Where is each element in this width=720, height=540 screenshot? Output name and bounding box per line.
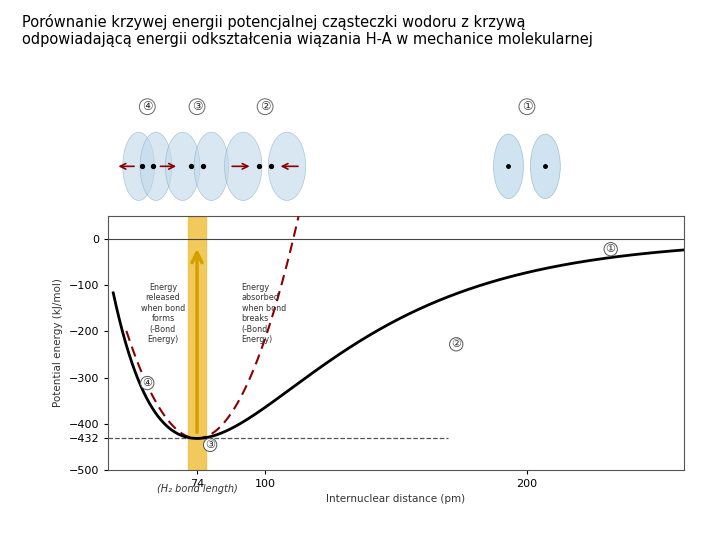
Text: ④: ④ — [142, 100, 153, 113]
Ellipse shape — [493, 134, 523, 199]
Text: Porównanie krzywej energii potencjalnej cząsteczki wodoru z krzywą
odpowiadającą: Porównanie krzywej energii potencjalnej … — [22, 14, 593, 47]
Text: Energy
absorbed
when bond
breaks
(-Bond
Energy): Energy absorbed when bond breaks (-Bond … — [241, 283, 286, 344]
Text: ④: ④ — [143, 378, 152, 388]
Ellipse shape — [123, 132, 155, 200]
Text: ②: ② — [260, 100, 270, 113]
Text: ③: ③ — [205, 440, 215, 450]
Text: (H₂ bond length): (H₂ bond length) — [157, 484, 238, 494]
Ellipse shape — [531, 134, 560, 199]
Ellipse shape — [269, 132, 306, 200]
X-axis label: Internuclear distance (pm): Internuclear distance (pm) — [326, 495, 466, 504]
Ellipse shape — [166, 132, 200, 200]
Text: ①: ① — [522, 100, 532, 113]
Ellipse shape — [194, 132, 229, 200]
Ellipse shape — [140, 132, 172, 200]
Text: ③: ③ — [192, 100, 202, 113]
Ellipse shape — [225, 132, 262, 200]
Text: ②: ② — [451, 339, 462, 349]
Text: Energy
released
when bond
forms
(-Bond
Energy): Energy released when bond forms (-Bond E… — [141, 283, 185, 344]
Text: ①: ① — [606, 244, 616, 254]
Y-axis label: Potential energy (kJ/mol): Potential energy (kJ/mol) — [53, 279, 63, 407]
